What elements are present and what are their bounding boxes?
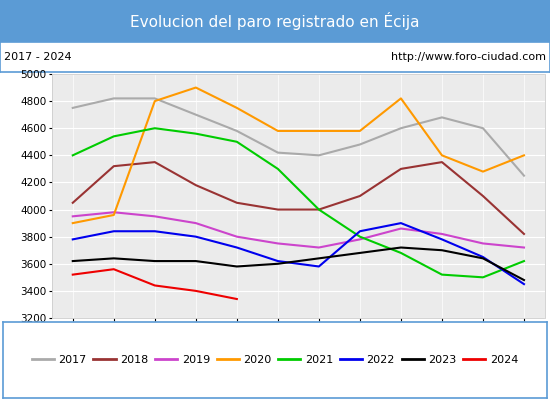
Text: http://www.foro-ciudad.com: http://www.foro-ciudad.com <box>390 52 546 62</box>
Text: Evolucion del paro registrado en Écija: Evolucion del paro registrado en Écija <box>130 12 420 30</box>
Legend: 2017, 2018, 2019, 2020, 2021, 2022, 2023, 2024: 2017, 2018, 2019, 2020, 2021, 2022, 2023… <box>28 350 522 370</box>
Text: 2017 - 2024: 2017 - 2024 <box>4 52 72 62</box>
